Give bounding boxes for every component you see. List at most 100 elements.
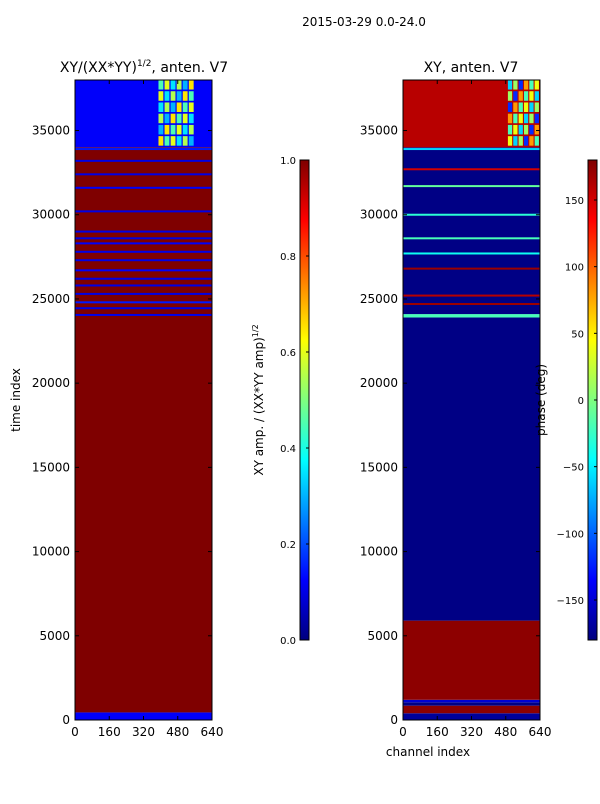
heatmap-stripe (75, 237, 212, 240)
heatmap-cell (170, 113, 176, 124)
colorbar-tick-label: 50 (571, 329, 584, 340)
colorbar-amplitude-ticks: 0.0 0.2 0.4 0.6 0.8 1.0 (280, 156, 309, 647)
colorbar-tick-label: −150 (557, 596, 584, 607)
heatmap-cell (188, 102, 194, 112)
ylabel-amplitude: time index (9, 368, 23, 432)
title-amplitude-suffix: , anten. V7 (151, 60, 228, 76)
heatmap-cell (188, 113, 194, 124)
colorbar-tick-label: 0.2 (280, 540, 296, 551)
y-tick-label: 15000 (32, 460, 70, 474)
heatmap-cell (523, 113, 529, 124)
heatmap-stripe (403, 294, 540, 297)
y-tick-label: 5000 (367, 629, 398, 643)
heatmap-stripe (75, 307, 212, 310)
colorbar-amplitude-bar (299, 159, 310, 641)
xlabel-phase: channel index (386, 745, 470, 759)
heatmap-cell (529, 124, 534, 135)
heatmap-cell (518, 91, 523, 101)
heatmap-cell (513, 102, 518, 112)
y-tick-label: 15000 (360, 460, 398, 474)
x-tick-label: 320 (460, 725, 483, 739)
heatmap-cell (513, 113, 518, 124)
heatmap-stripe (403, 303, 540, 305)
heatmap-cell (188, 80, 194, 90)
panel-amplitude: XY/(XX*YY)1/2, anten. V7 0 160 320 480 640 0… (9, 59, 310, 739)
heatmap-cell (529, 80, 534, 90)
heatmap-cell (158, 80, 164, 90)
heatmap-stripe (75, 277, 212, 280)
heatmap-region (403, 705, 540, 714)
y-tick-label: 35000 (360, 124, 398, 138)
y-tick-label: 20000 (32, 376, 70, 390)
heatmap-stripe (75, 230, 212, 233)
heatmap-stripe (75, 259, 212, 262)
y-ticks-amplitude: 0 5000 10000 15000 20000 25000 30000 35000 (32, 124, 212, 727)
title-phase: XY, anten. V7 (424, 60, 519, 76)
heatmap-cell (534, 102, 539, 112)
heatmap-cell (518, 102, 523, 112)
heatmap-region (403, 620, 540, 700)
colorbar-tick-label: 0.0 (280, 636, 296, 647)
heatmap-stripe (403, 237, 540, 240)
heatmap-cell (176, 102, 182, 112)
heatmap-stripe (75, 269, 212, 272)
plot-area-amplitude (75, 80, 212, 720)
title-amplitude-main: XY/(XX*YY) (60, 60, 137, 76)
heatmap-cell (188, 91, 194, 101)
heatmap-cell (529, 102, 534, 112)
heatmap-cell (188, 124, 194, 135)
colorbar-amplitude-label-main: XY amp. / (XX*YY amp) (252, 337, 266, 475)
heatmap-cell (158, 136, 164, 146)
y-tick-label: 30000 (32, 208, 70, 222)
heatmap-cell (513, 136, 518, 146)
colorbar-tick-label: 100 (565, 263, 584, 274)
heatmap-stripe (403, 267, 540, 270)
heatmap-cell (188, 136, 194, 146)
y-tick-label: 25000 (32, 292, 70, 306)
heatmap-cell (170, 80, 176, 90)
colorbar-tick-label: −50 (563, 463, 584, 474)
heatmap-cell (513, 80, 518, 90)
colorbar-amplitude-label: XY amp. / (XX*YY amp)1/2 (251, 324, 266, 475)
heatmap-cell (176, 124, 182, 135)
heatmap-cell (176, 113, 182, 124)
heatmap-cell (170, 136, 176, 146)
heatmap-cell (534, 136, 539, 146)
heatmap-cell (176, 136, 182, 146)
colorbar-phase: −150 −100 −50 0 50 100 150 phase (deg) (534, 159, 598, 641)
heatmap-stripe (403, 148, 540, 151)
y-tick-label: 20000 (360, 376, 398, 390)
heatmap-stripe (75, 173, 212, 176)
heatmap-stripe (75, 186, 212, 189)
heatmap-cell (164, 113, 170, 124)
heatmap-cell (534, 113, 539, 124)
heatmap-cell (507, 80, 513, 90)
heatmap-cell (164, 91, 170, 101)
colorbar-tick-label: 150 (565, 196, 584, 207)
title-amplitude: XY/(XX*YY)1/2, anten. V7 (60, 59, 228, 76)
heatmap-region (403, 314, 540, 318)
heatmap-stripe (75, 242, 212, 245)
heatmap-cell (182, 136, 188, 146)
heatmap-cell (170, 91, 176, 101)
heatmap-cell (170, 102, 176, 112)
heatmap-cell (176, 91, 182, 101)
colorbar-tick-label: 0 (578, 396, 584, 407)
y-tick-label: 0 (390, 713, 398, 727)
heatmap-stripe (75, 210, 212, 213)
x-tick-label: 320 (132, 725, 155, 739)
y-tick-label: 10000 (360, 545, 398, 559)
colorbar-amplitude: 0.0 0.2 0.4 0.6 0.8 1.0 XY amp. / (XX*YY amp)… (251, 156, 310, 647)
colorbar-phase-label: phase (deg) (534, 364, 548, 436)
panel-phase: XY, anten. V7 0 160 320 480 640 0 5000 10000 15… (360, 60, 598, 759)
x-tick-label: 160 (426, 725, 449, 739)
heatmap-stripe (75, 250, 212, 253)
heatmap-cell (158, 102, 164, 112)
heatmap-region (403, 147, 540, 315)
x-tick-label: 0 (399, 725, 407, 739)
y-tick-label: 5000 (39, 629, 70, 643)
heatmap-region (403, 702, 540, 706)
colorbar-tick-label: 0.8 (280, 252, 296, 263)
colorbar-amplitude-label-exp: 1/2 (251, 324, 260, 337)
y-tick-label: 35000 (32, 124, 70, 138)
